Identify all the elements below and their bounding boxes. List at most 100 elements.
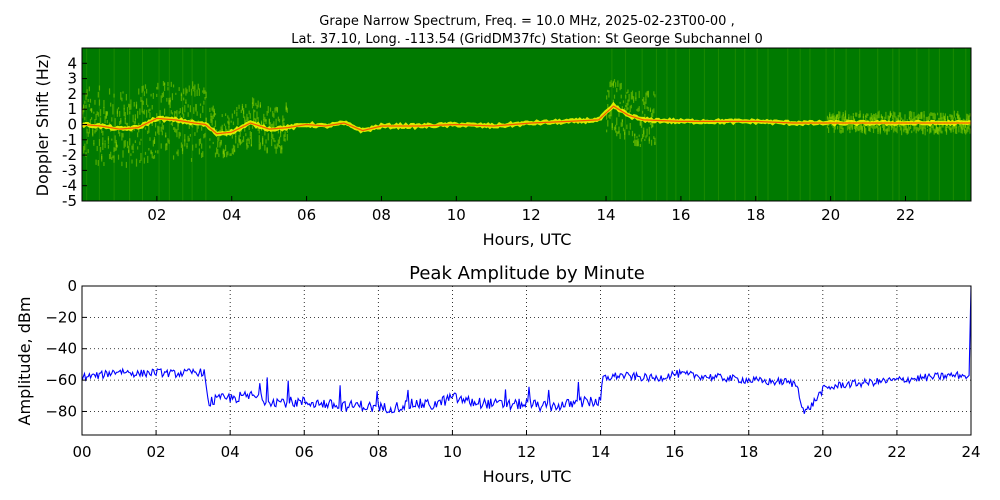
noise-speck (178, 131, 180, 139)
vertical-streak (675, 48, 677, 201)
noise-speck (941, 130, 943, 134)
noise-speck (119, 110, 121, 117)
noise-speck (245, 119, 247, 125)
noise-speck (960, 121, 962, 129)
noise-speck (248, 125, 250, 130)
amplitude-plot-background (82, 286, 971, 435)
noise-speck (844, 110, 847, 118)
noise-speck (221, 114, 223, 118)
noise-speck (142, 100, 144, 105)
noise-speck (875, 113, 877, 121)
noise-speck (99, 117, 102, 124)
vertical-streak (655, 48, 657, 201)
vertical-streak (689, 48, 691, 201)
noise-speck (98, 99, 101, 106)
noise-speck (874, 123, 876, 129)
noise-speck (257, 117, 259, 123)
noise-speck (149, 112, 151, 118)
noise-speck (197, 123, 199, 129)
noise-speck (231, 113, 233, 119)
noise-speck (194, 90, 196, 97)
noise-speck (909, 110, 912, 118)
spectrogram-x-ticks: 02 04 06 08 10 12 14 16 18 20 22 (147, 196, 915, 224)
noise-speck (134, 118, 136, 124)
spectrogram-x-tick-label: 14 (596, 206, 615, 224)
noise-speck (286, 127, 288, 133)
noise-speck (939, 117, 941, 123)
noise-speck (967, 114, 969, 123)
noise-speck (249, 113, 251, 119)
amplitude-y-tick-label: 0 (67, 277, 77, 295)
noise-speck (153, 155, 156, 159)
noise-speck (608, 114, 610, 118)
noise-speck (640, 122, 643, 128)
noise-speck (914, 124, 916, 130)
noise-speck (885, 111, 887, 119)
noise-speck (119, 121, 121, 126)
noise-speck (125, 93, 127, 101)
noise-speck (149, 137, 151, 141)
noise-speck (649, 107, 652, 112)
noise-speck (616, 88, 618, 93)
noise-speck (267, 106, 269, 114)
noise-speck (849, 123, 851, 130)
noise-speck (199, 113, 202, 119)
noise-speck (829, 112, 831, 116)
noise-speck (162, 91, 165, 97)
noise-speck (193, 89, 195, 92)
amplitude-x-tick-label: 16 (665, 443, 684, 461)
noise-speck (273, 121, 275, 128)
noise-speck (201, 143, 203, 149)
noise-speck (171, 93, 174, 101)
noise-speck (646, 106, 648, 109)
noise-speck (102, 143, 104, 150)
noise-speck (271, 131, 273, 139)
noise-speck (220, 139, 222, 146)
noise-speck (929, 127, 931, 134)
noise-speck (142, 85, 144, 92)
noise-speck (113, 155, 115, 163)
noise-speck (278, 136, 281, 144)
noise-speck (269, 122, 272, 128)
noise-speck (901, 124, 903, 127)
noise-speck (621, 119, 623, 127)
noise-speck (117, 154, 120, 160)
noise-speck (637, 141, 639, 147)
noise-speck (913, 111, 915, 119)
noise-speck (228, 117, 230, 125)
noise-speck (930, 125, 932, 133)
noise-speck (224, 144, 227, 152)
spectrogram-x-tick-label: 02 (147, 206, 166, 224)
noise-speck (143, 157, 145, 164)
noise-speck (275, 146, 277, 154)
noise-speck (222, 150, 224, 159)
amplitude-grid (82, 286, 971, 435)
noise-speck (869, 116, 871, 125)
noise-speck (915, 126, 917, 134)
noise-speck (168, 139, 170, 144)
spread-region-0 (82, 81, 207, 168)
noise-speck (869, 125, 871, 133)
noise-speck (227, 151, 229, 156)
noise-speck (899, 112, 902, 120)
noise-speck (903, 129, 905, 133)
noise-speck (255, 118, 257, 125)
noise-speck (121, 132, 123, 141)
noise-speck (276, 143, 278, 149)
noise-speck (272, 111, 274, 117)
noise-speck (606, 113, 608, 120)
noise-speck (172, 84, 175, 88)
noise-speck (895, 128, 897, 132)
noise-speck (888, 125, 890, 132)
noise-speck (918, 114, 921, 120)
noise-speck (283, 118, 285, 121)
noise-speck (936, 112, 939, 116)
noise-speck (631, 96, 634, 100)
noise-speck (210, 116, 212, 121)
noise-speck (123, 140, 125, 149)
amplitude-x-axis-label: Hours, UTC (483, 467, 572, 486)
noise-speck (942, 112, 944, 119)
noise-speck (606, 95, 608, 100)
noise-speck (84, 100, 86, 104)
noise-speck (906, 129, 908, 135)
